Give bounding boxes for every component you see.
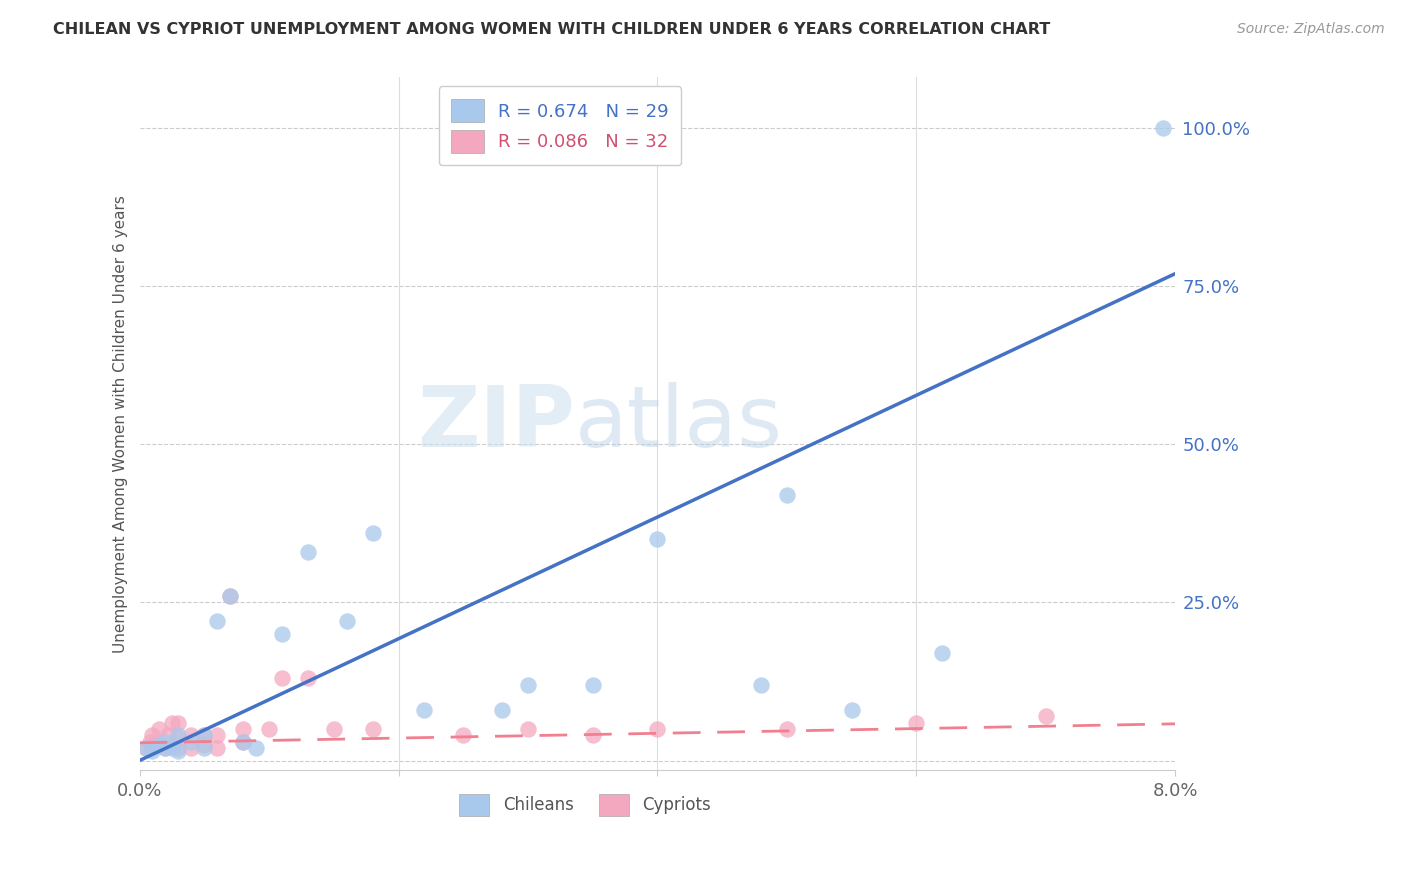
Point — [905, 715, 928, 730]
Text: atlas: atlas — [575, 382, 783, 466]
Point — [141, 728, 163, 742]
Point — [322, 722, 344, 736]
Point — [160, 740, 183, 755]
Point — [160, 715, 183, 730]
Point — [155, 740, 177, 755]
Point — [219, 589, 242, 603]
Point — [776, 722, 799, 736]
Point — [361, 722, 384, 736]
Point — [205, 728, 228, 742]
Point — [336, 615, 359, 629]
Point — [135, 740, 157, 755]
Point — [232, 734, 254, 748]
Text: ZIP: ZIP — [416, 382, 575, 466]
Point — [1035, 709, 1057, 723]
Point — [167, 744, 190, 758]
Point — [232, 722, 254, 736]
Point — [271, 627, 294, 641]
Point — [143, 738, 166, 752]
Point — [193, 728, 215, 742]
Point — [155, 740, 177, 755]
Point — [232, 734, 254, 748]
Point — [141, 744, 163, 758]
Point — [157, 728, 180, 742]
Point — [841, 703, 863, 717]
Point — [297, 671, 319, 685]
Point — [1152, 121, 1174, 136]
Point — [931, 646, 953, 660]
Point — [193, 738, 215, 752]
Point — [647, 722, 669, 736]
Point — [180, 740, 202, 755]
Point — [205, 740, 228, 755]
Text: CHILEAN VS CYPRIOT UNEMPLOYMENT AMONG WOMEN WITH CHILDREN UNDER 6 YEARS CORRELAT: CHILEAN VS CYPRIOT UNEMPLOYMENT AMONG WO… — [53, 22, 1050, 37]
Point — [167, 740, 190, 755]
Point — [205, 615, 228, 629]
Point — [193, 728, 215, 742]
Point — [180, 734, 202, 748]
Point — [180, 728, 202, 742]
Point — [167, 715, 190, 730]
Point — [776, 488, 799, 502]
Y-axis label: Unemployment Among Women with Children Under 6 years: Unemployment Among Women with Children U… — [114, 194, 128, 653]
Point — [148, 722, 170, 736]
Point — [297, 545, 319, 559]
Point — [139, 734, 162, 748]
Point — [647, 532, 669, 546]
Point — [749, 678, 772, 692]
Point — [413, 703, 436, 717]
Point — [245, 740, 267, 755]
Point — [219, 589, 242, 603]
Point — [491, 703, 513, 717]
Point — [517, 678, 540, 692]
Point — [155, 734, 177, 748]
Point — [271, 671, 294, 685]
Point — [257, 722, 280, 736]
Point — [148, 738, 170, 752]
Point — [582, 678, 605, 692]
Point — [193, 740, 215, 755]
Legend: Chileans, Cypriots: Chileans, Cypriots — [451, 786, 718, 824]
Point — [167, 728, 190, 742]
Point — [582, 728, 605, 742]
Text: Source: ZipAtlas.com: Source: ZipAtlas.com — [1237, 22, 1385, 37]
Point — [361, 525, 384, 540]
Point — [167, 731, 190, 746]
Point — [451, 728, 474, 742]
Point — [135, 740, 157, 755]
Point — [517, 722, 540, 736]
